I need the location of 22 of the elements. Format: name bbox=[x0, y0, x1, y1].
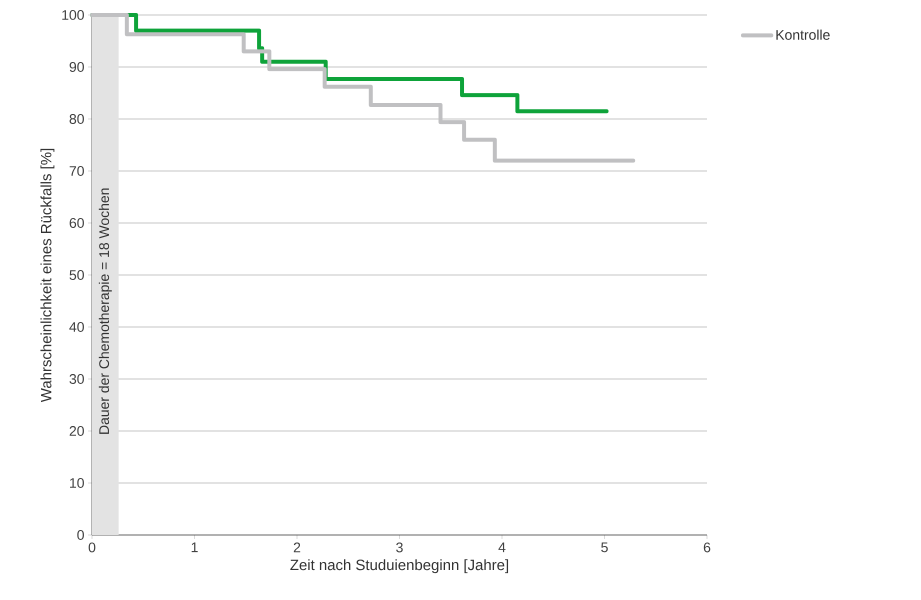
x-tick-label: 5 bbox=[601, 542, 608, 552]
x-tick-label: 6 bbox=[704, 542, 710, 552]
y-tick-label: 50 bbox=[70, 270, 84, 280]
band-label: Dauer der Chemotherapie = 18 Wochen bbox=[98, 188, 112, 434]
y-tick-label: 90 bbox=[70, 62, 84, 72]
x-tick-label: 2 bbox=[294, 542, 300, 552]
y-tick-label: 40 bbox=[69, 322, 84, 332]
x-tick-label: 3 bbox=[396, 542, 403, 552]
y-axis-title: Wahrscheinlichkeit eines Rückfalls [%] bbox=[40, 148, 54, 402]
x-tick-label: 4 bbox=[498, 542, 506, 552]
y-tick-label: 30 bbox=[70, 374, 84, 384]
y-tick-label: 100 bbox=[62, 10, 84, 20]
y-tick-label: 0 bbox=[77, 530, 84, 540]
y-tick-label: 60 bbox=[70, 218, 84, 228]
y-tick-label: 70 bbox=[70, 166, 84, 176]
x-tick-label: 0 bbox=[88, 542, 96, 552]
x-axis-title: Zeit nach Studuienbeginn [Jahre] bbox=[290, 559, 508, 574]
legend-label: Kontrolle bbox=[776, 30, 830, 40]
y-tick-label: 20 bbox=[70, 426, 84, 436]
y-tick-label: 10 bbox=[70, 478, 84, 488]
x-tick-label: 1 bbox=[192, 542, 198, 552]
y-tick-label: 80 bbox=[70, 114, 84, 124]
